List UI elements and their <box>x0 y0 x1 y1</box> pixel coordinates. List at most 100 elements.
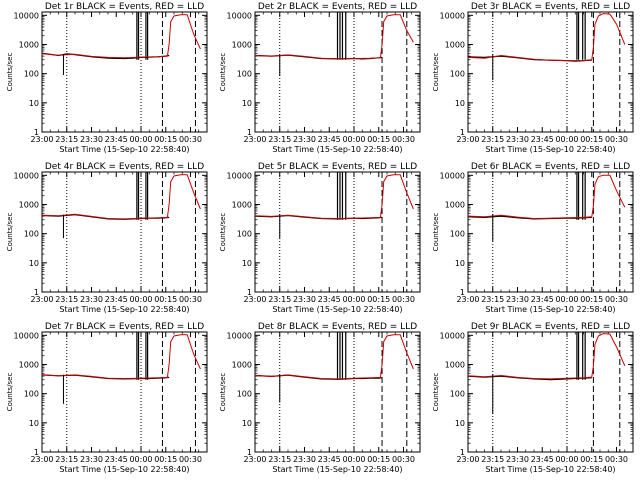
panel-title: Det 8r BLACK = Events, RED = LLD <box>258 322 417 332</box>
x-tick-label: 00:30 <box>179 295 202 304</box>
x-tick-label: 00:30 <box>605 455 628 464</box>
y-tick-label: 10 <box>29 419 39 428</box>
y-tick-label: 10000 <box>14 171 39 180</box>
x-tick-label: 23:30 <box>80 135 103 144</box>
y-tick-label: 10 <box>29 259 39 268</box>
x-tick-label: 23:30 <box>80 455 103 464</box>
panel-title: Det 7r BLACK = Events, RED = LLD <box>45 322 204 332</box>
x-tick-label: 23:15 <box>481 295 504 304</box>
x-tick-label: 23:30 <box>506 455 529 464</box>
x-tick-label: 00:15 <box>154 295 177 304</box>
x-tick-label: 23:15 <box>481 135 504 144</box>
panel-title: Det 4r BLACK = Events, RED = LLD <box>45 162 204 172</box>
x-tick-label: 00:00 <box>129 295 152 304</box>
x-tick-label: 00:15 <box>367 455 390 464</box>
detector-panel-3: Det 3r BLACK = Events, RED = LLD 1 10 100 10… <box>432 2 634 154</box>
y-axis-label: Counts/sec <box>6 373 14 412</box>
x-tick-label: 23:45 <box>531 135 554 144</box>
x-tick-label: 23:45 <box>318 455 341 464</box>
x-tick-label: 23:45 <box>531 295 554 304</box>
x-axis-label: Start Time (15-Sep-10 22:58:40) <box>59 305 189 314</box>
y-tick-label: 10 <box>455 259 465 268</box>
y-axis-label: Counts/sec <box>219 373 227 412</box>
y-tick-label: 10000 <box>440 11 465 20</box>
y-tick-label: 1 <box>34 448 39 457</box>
y-axis-label: Counts/sec <box>432 53 440 92</box>
x-tick-label: 00:30 <box>605 135 628 144</box>
x-tick-label: 00:30 <box>179 455 202 464</box>
y-tick-label: 1 <box>34 288 39 297</box>
detector-panel-9: Det 9r BLACK = Events, RED = LLD 1 10 100 10… <box>432 322 634 474</box>
x-axis-label: Start Time (15-Sep-10 22:58:40) <box>272 465 402 474</box>
y-tick-label: 100 <box>24 70 39 79</box>
lld-series-line <box>254 334 414 380</box>
x-tick-label: 23:00 <box>243 135 266 144</box>
y-tick-label: 10 <box>242 419 252 428</box>
x-tick-label: 23:30 <box>293 135 316 144</box>
x-tick-label: 00:00 <box>129 455 152 464</box>
x-tick-label: 00:30 <box>179 135 202 144</box>
y-tick-label: 10 <box>455 419 465 428</box>
y-tick-label: 10000 <box>440 171 465 180</box>
y-tick-label: 100 <box>450 230 465 239</box>
y-tick-label: 10000 <box>14 331 39 340</box>
x-tick-label: 23:30 <box>293 455 316 464</box>
y-tick-label: 10000 <box>14 11 39 20</box>
y-tick-label: 100 <box>237 70 252 79</box>
y-tick-label: 1000 <box>445 200 465 209</box>
lld-series-line <box>41 334 201 380</box>
x-tick-label: 00:15 <box>580 295 603 304</box>
x-axis-label: Start Time (15-Sep-10 22:58:40) <box>272 305 402 314</box>
y-tick-label: 1 <box>247 448 252 457</box>
x-tick-label: 23:30 <box>506 295 529 304</box>
y-tick-label: 10 <box>242 99 252 108</box>
y-tick-label: 1000 <box>19 360 39 369</box>
y-tick-label: 1 <box>460 128 465 137</box>
x-axis-label: Start Time (15-Sep-10 22:58:40) <box>59 465 189 474</box>
x-axis-label: Start Time (15-Sep-10 22:58:40) <box>485 465 615 474</box>
y-tick-label: 1 <box>247 128 252 137</box>
x-tick-label: 23:30 <box>293 295 316 304</box>
x-tick-label: 23:00 <box>30 295 53 304</box>
x-tick-label: 23:30 <box>80 295 103 304</box>
y-tick-label: 100 <box>24 390 39 399</box>
x-tick-label: 23:45 <box>318 295 341 304</box>
x-tick-label: 23:00 <box>243 295 266 304</box>
x-tick-label: 23:00 <box>456 455 479 464</box>
x-tick-label: 00:00 <box>342 295 365 304</box>
y-tick-label: 100 <box>450 70 465 79</box>
x-tick-label: 23:45 <box>105 455 128 464</box>
x-tick-label: 23:45 <box>531 455 554 464</box>
y-tick-label: 10 <box>29 99 39 108</box>
x-tick-label: 23:45 <box>105 295 128 304</box>
y-tick-label: 1000 <box>232 360 252 369</box>
lld-series-line <box>254 14 414 60</box>
x-tick-label: 00:15 <box>154 135 177 144</box>
x-tick-label: 23:00 <box>30 135 53 144</box>
x-tick-label: 23:00 <box>456 295 479 304</box>
lld-series-line <box>41 14 201 59</box>
x-tick-label: 00:15 <box>580 135 603 144</box>
panel-title: Det 5r BLACK = Events, RED = LLD <box>258 162 417 172</box>
y-tick-label: 10000 <box>440 331 465 340</box>
y-axis-label: Counts/sec <box>6 213 14 252</box>
x-tick-label: 00:30 <box>392 295 415 304</box>
detector-panel-8: Det 8r BLACK = Events, RED = LLD 1 10 100 10… <box>219 322 421 474</box>
panel-title: Det 1r BLACK = Events, RED = LLD <box>45 2 204 12</box>
y-tick-label: 10000 <box>227 171 252 180</box>
x-axis-label: Start Time (15-Sep-10 22:58:40) <box>272 145 402 154</box>
y-tick-label: 1 <box>460 448 465 457</box>
x-tick-label: 00:15 <box>154 455 177 464</box>
y-tick-label: 1000 <box>232 200 252 209</box>
x-tick-label: 23:45 <box>105 135 128 144</box>
lld-series-line <box>467 174 626 220</box>
detector-panel-2: Det 2r BLACK = Events, RED = LLD 1 10 100 10… <box>219 2 421 154</box>
lld-series-line <box>467 13 626 62</box>
x-tick-label: 23:30 <box>506 135 529 144</box>
y-tick-label: 1 <box>34 128 39 137</box>
y-tick-label: 100 <box>237 390 252 399</box>
y-tick-label: 100 <box>24 230 39 239</box>
y-tick-label: 1 <box>460 288 465 297</box>
x-tick-label: 23:15 <box>55 295 78 304</box>
